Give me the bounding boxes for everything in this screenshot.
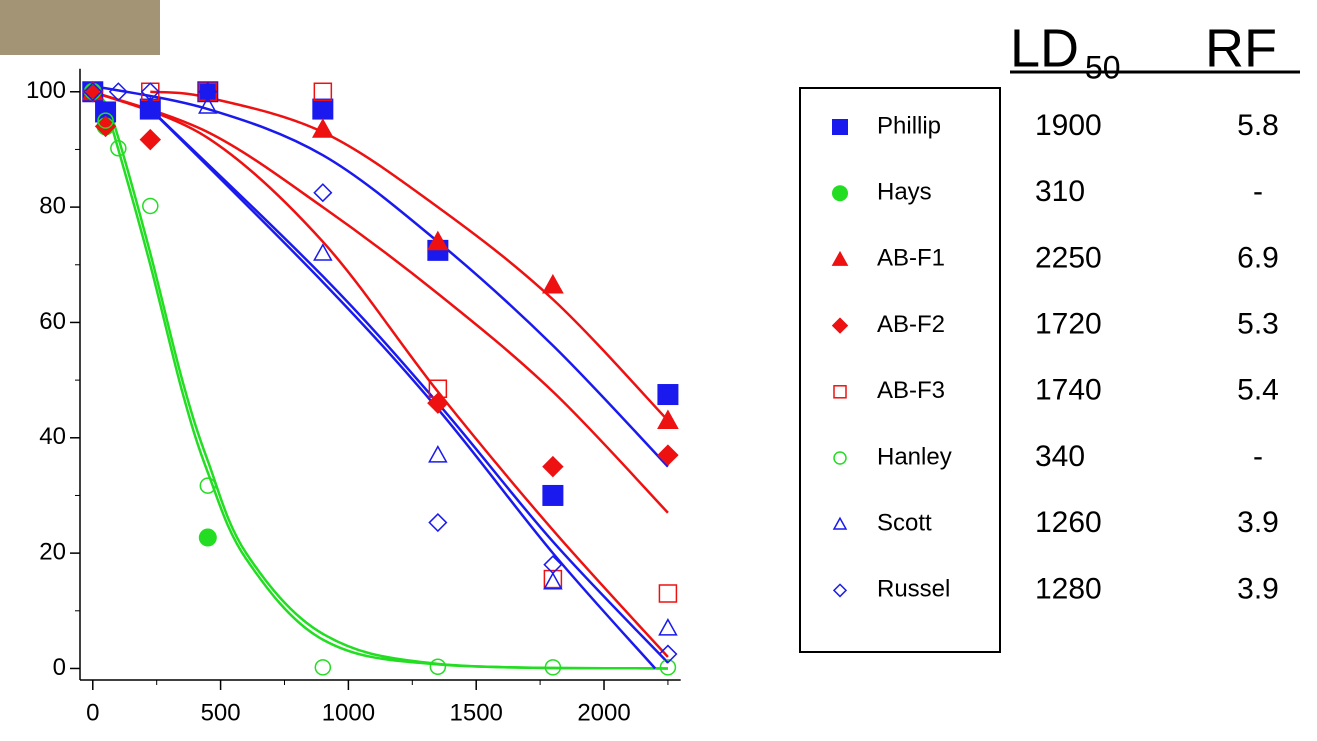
marker bbox=[142, 197, 159, 215]
marker bbox=[314, 659, 332, 676]
marker bbox=[108, 82, 128, 102]
marker bbox=[199, 477, 217, 494]
x-tick-label: 1000 bbox=[322, 699, 375, 726]
marker bbox=[427, 230, 449, 251]
marker bbox=[140, 82, 160, 102]
rf-value: 3.9 bbox=[1237, 506, 1279, 539]
legend-label: Hays bbox=[877, 179, 932, 206]
x-tick-label: 0 bbox=[86, 699, 99, 726]
fit-curve bbox=[92, 90, 669, 514]
marker bbox=[83, 82, 103, 102]
marker bbox=[427, 392, 449, 414]
rf-value: - bbox=[1253, 440, 1263, 473]
ld-header: LD bbox=[1010, 18, 1079, 78]
marker bbox=[832, 185, 848, 202]
marker bbox=[542, 273, 564, 294]
rf-header: RF bbox=[1205, 18, 1277, 78]
marker bbox=[428, 445, 448, 463]
marker bbox=[833, 385, 847, 399]
marker bbox=[543, 569, 563, 589]
marker bbox=[657, 409, 679, 429]
ld50-value: 1260 bbox=[1035, 506, 1102, 539]
ld50-value: 2250 bbox=[1035, 241, 1102, 274]
marker bbox=[543, 555, 563, 575]
legend-label: Hanley bbox=[877, 443, 952, 470]
ld50-value: 340 bbox=[1035, 440, 1085, 473]
fit-curve bbox=[149, 108, 669, 664]
marker bbox=[429, 658, 447, 675]
rf-value: - bbox=[1253, 175, 1263, 208]
marker bbox=[97, 112, 114, 129]
ld50-value: 1280 bbox=[1035, 572, 1102, 605]
legend-box bbox=[799, 87, 1001, 653]
legend-label: AB-F3 bbox=[877, 377, 945, 404]
marker bbox=[542, 455, 564, 478]
marker bbox=[110, 140, 127, 157]
photo-fragment bbox=[0, 0, 160, 55]
marker bbox=[658, 618, 678, 636]
y-tick-label: 60 bbox=[39, 308, 66, 335]
ld50-value: 1740 bbox=[1035, 374, 1102, 407]
marker bbox=[657, 384, 679, 406]
marker bbox=[658, 644, 678, 664]
legend-label: Phillip bbox=[877, 112, 941, 139]
legend-label: AB-F2 bbox=[877, 311, 945, 338]
x-tick-label: 2000 bbox=[577, 699, 630, 726]
marker bbox=[831, 250, 849, 266]
fit-curve bbox=[92, 84, 669, 468]
marker bbox=[428, 513, 448, 533]
marker bbox=[832, 516, 848, 530]
marker bbox=[198, 82, 218, 102]
x-tick-label: 500 bbox=[201, 699, 241, 726]
rf-value: 5.4 bbox=[1237, 374, 1279, 407]
marker bbox=[428, 379, 448, 399]
marker bbox=[313, 82, 333, 102]
fit-curve bbox=[92, 90, 669, 658]
marker bbox=[311, 118, 334, 138]
marker bbox=[544, 659, 562, 676]
marker bbox=[659, 659, 677, 676]
y-tick-label: 20 bbox=[39, 538, 66, 565]
marker bbox=[833, 451, 847, 465]
rf-value: 6.9 bbox=[1237, 241, 1279, 274]
marker bbox=[831, 317, 849, 334]
y-tick-label: 100 bbox=[26, 77, 66, 104]
ld50-value: 1900 bbox=[1035, 109, 1102, 142]
y-tick-label: 40 bbox=[39, 423, 66, 450]
rf-value: 5.8 bbox=[1237, 109, 1279, 142]
marker bbox=[312, 98, 334, 120]
marker bbox=[657, 444, 679, 466]
marker bbox=[832, 119, 848, 135]
marker bbox=[140, 96, 161, 114]
legend-label: Russel bbox=[877, 576, 950, 603]
y-tick-label: 80 bbox=[39, 192, 66, 219]
fit-curve bbox=[149, 108, 657, 670]
rf-value: 5.3 bbox=[1237, 308, 1279, 341]
marker bbox=[542, 484, 564, 506]
marker bbox=[197, 81, 219, 103]
marker bbox=[832, 583, 848, 598]
marker bbox=[139, 128, 162, 151]
x-tick-label: 1500 bbox=[450, 699, 503, 726]
marker bbox=[198, 96, 218, 114]
marker bbox=[198, 528, 217, 547]
legend-label: AB-F1 bbox=[877, 245, 945, 272]
marker bbox=[543, 571, 563, 590]
ld50-value: 1720 bbox=[1035, 308, 1102, 341]
ld-header-sub: 50 bbox=[1085, 49, 1121, 85]
marker bbox=[313, 183, 333, 203]
y-tick-label: 0 bbox=[53, 654, 66, 681]
fit-curve bbox=[91, 90, 668, 670]
rf-value: 3.9 bbox=[1237, 572, 1279, 605]
fit-curve bbox=[91, 90, 668, 670]
legend-label: Scott bbox=[877, 510, 932, 537]
ld50-value: 310 bbox=[1035, 175, 1085, 208]
marker bbox=[313, 243, 333, 261]
marker bbox=[658, 584, 678, 603]
